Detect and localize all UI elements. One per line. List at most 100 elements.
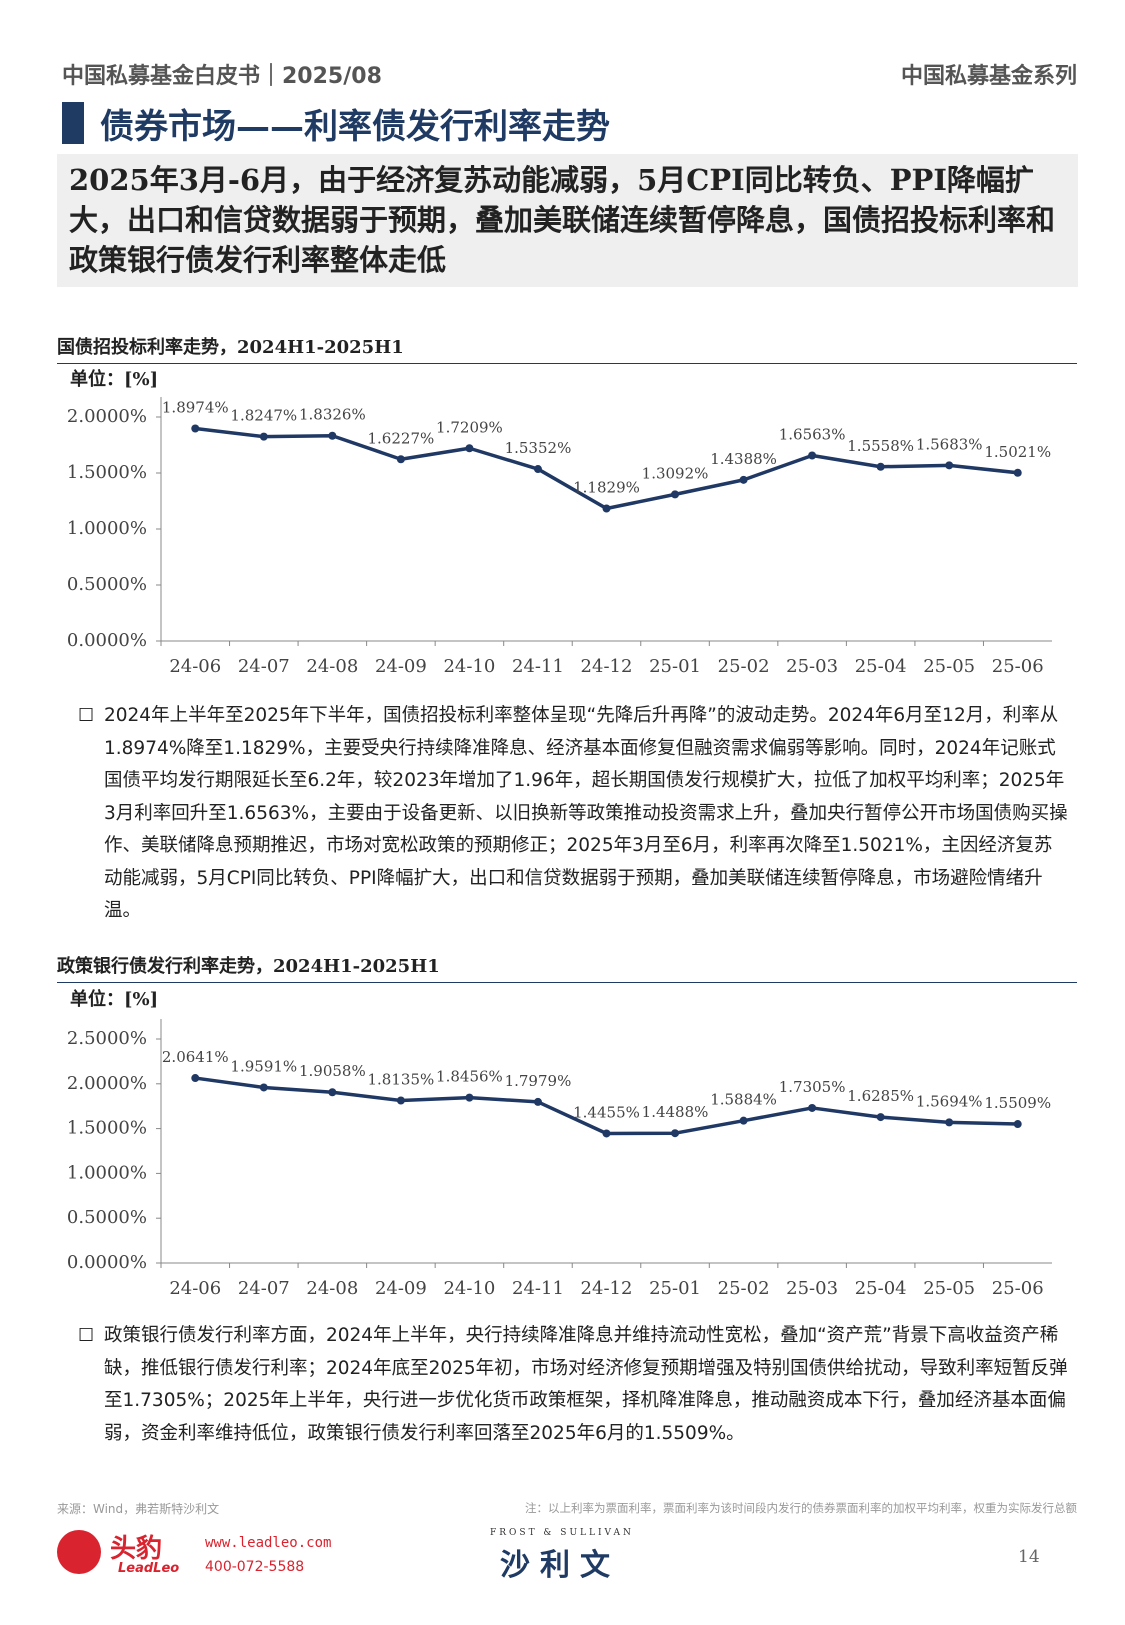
x-tick-label: 24-06 xyxy=(169,1278,221,1299)
title-bar xyxy=(62,102,84,144)
point xyxy=(191,1074,200,1083)
data-label: 2.0641% xyxy=(162,1048,229,1066)
data-label: 1.5694% xyxy=(916,1092,983,1110)
data-label: 1.6227% xyxy=(368,429,435,447)
point xyxy=(876,462,885,471)
logo: 头豹 xyxy=(110,1534,163,1564)
data-label: 1.8456% xyxy=(436,1068,503,1086)
data-label: 1.8326% xyxy=(299,406,366,424)
point xyxy=(396,1096,405,1105)
y-tick-label: 2.0000% xyxy=(67,406,147,427)
x-tick-label: 24-08 xyxy=(306,1278,358,1299)
bullet: ☐ xyxy=(78,1325,95,1346)
paragraph-text: 政策银行债发行利率方面，2024年上半年，央行持续降准降息并维持流动性宽松，叠加… xyxy=(104,1325,1068,1444)
point xyxy=(396,455,405,464)
x-tick-label: 25-04 xyxy=(855,1278,907,1299)
chart-unit: 单位：[%] xyxy=(70,369,159,390)
x-tick-label: 25-05 xyxy=(923,1278,975,1299)
data-label: 1.8247% xyxy=(230,407,297,425)
chart-title: 政策银行债发行利率走势，2024H1-2025H1 xyxy=(57,952,1077,983)
point xyxy=(465,1093,474,1102)
point xyxy=(533,465,542,474)
paragraph-text: 2024年上半年至2025年下半年，国债招投标利率整体呈现“先降后升再降”的波动… xyxy=(104,705,1068,921)
y-tick-label: 0.0000% xyxy=(67,630,147,651)
data-label: 1.8135% xyxy=(368,1071,435,1089)
x-tick-label: 25-04 xyxy=(855,656,907,677)
data-label: 1.7209% xyxy=(436,418,503,436)
y-tick-label: 0.0000% xyxy=(67,1252,147,1273)
point xyxy=(739,475,748,484)
x-tick-label: 24-10 xyxy=(443,1278,495,1299)
y-tick-label: 0.5000% xyxy=(67,574,147,595)
x-tick-label: 25-02 xyxy=(718,1278,770,1299)
x-tick-label: 24-09 xyxy=(375,656,427,677)
point xyxy=(259,1083,268,1092)
x-tick-label: 25-01 xyxy=(649,656,701,677)
data-label: 1.5558% xyxy=(847,437,914,455)
y-tick-label: 1.5000% xyxy=(67,1118,147,1139)
x-tick-label: 24-12 xyxy=(581,1278,633,1299)
point xyxy=(328,1088,337,1097)
data-label: 1.7979% xyxy=(505,1072,572,1090)
section: 债券市场——利率债发行利率走势 xyxy=(62,100,610,147)
point xyxy=(671,1129,680,1138)
point xyxy=(808,451,817,460)
data-label: 1.4388% xyxy=(710,450,777,468)
point xyxy=(1013,1120,1022,1129)
summary: 2025年3月-6月，由于经济复苏动能减弱，5月CPI同比转负、PPI降幅扩大，… xyxy=(57,154,1078,287)
point xyxy=(602,1129,611,1138)
note: 注：以上利率为票面利率，票面利率为该时间段内发行的债券票面利率的加权平均利率，权… xyxy=(525,1501,1077,1515)
data-label: 1.5683% xyxy=(916,435,983,453)
point xyxy=(876,1113,885,1122)
x-tick-label: 25-06 xyxy=(992,656,1044,677)
x-tick-label: 24-10 xyxy=(443,656,495,677)
y-tick-label: 2.5000% xyxy=(67,1028,147,1049)
header-right: 中国私募基金系列 xyxy=(900,64,1077,89)
x-tick-label: 24-09 xyxy=(375,1278,427,1299)
logo-icon xyxy=(57,1530,101,1574)
x-tick-label: 24-11 xyxy=(512,656,564,677)
point xyxy=(259,432,268,441)
x-tick-label: 24-12 xyxy=(581,656,633,677)
x-tick-label: 24-06 xyxy=(169,656,221,677)
data-label: 1.5021% xyxy=(984,443,1051,461)
point xyxy=(328,431,337,440)
x-tick-label: 25-01 xyxy=(649,1278,701,1299)
bullet: ☐ xyxy=(78,705,95,726)
point xyxy=(1013,468,1022,477)
logo-sub: LeadLeo xyxy=(118,1561,180,1576)
data-label: 1.7305% xyxy=(779,1078,846,1096)
data-label: 1.5884% xyxy=(710,1091,777,1109)
point xyxy=(945,461,954,470)
y-tick-label: 1.0000% xyxy=(67,518,147,539)
page-number: 14 xyxy=(1018,1547,1040,1567)
point xyxy=(945,1118,954,1127)
y-tick-label: 1.0000% xyxy=(67,1162,147,1183)
source: 来源：Wind，弗若斯特沙利文 xyxy=(57,1502,220,1516)
x-tick-label: 24-11 xyxy=(512,1278,564,1299)
brand-en: FROST & SULLIVAN xyxy=(490,1528,634,1538)
y-tick-label: 0.5000% xyxy=(67,1207,147,1228)
website: www.leadleo.com xyxy=(205,1535,332,1551)
x-tick-label: 24-08 xyxy=(306,656,358,677)
brand: 沙利文 xyxy=(500,1548,620,1583)
x-tick-label: 24-07 xyxy=(238,1278,290,1299)
x-tick-label: 24-07 xyxy=(238,656,290,677)
point xyxy=(533,1097,542,1106)
data-label: 1.6563% xyxy=(779,425,846,443)
y-tick-label: 2.0000% xyxy=(67,1073,147,1094)
point xyxy=(739,1116,748,1125)
data-label: 1.9591% xyxy=(230,1057,297,1075)
chart-unit: 单位：[%] xyxy=(70,989,159,1010)
paragraph: ☐ 2024年上半年至2025年下半年，国债招投标利率整体呈现“先降后升再降”的波… xyxy=(78,700,1068,928)
data-label: 1.4455% xyxy=(573,1103,640,1121)
data-label: 1.5509% xyxy=(984,1094,1051,1112)
data-label: 1.9058% xyxy=(299,1062,366,1080)
data-label: 1.4488% xyxy=(642,1103,709,1121)
paragraph: ☐ 政策银行债发行利率方面，2024年上半年，央行持续降准降息并维持流动性宽松，叠… xyxy=(78,1320,1068,1450)
section-title: 债券市场——利率债发行利率走势 xyxy=(100,106,610,147)
point xyxy=(808,1103,817,1112)
header-left: 中国私募基金白皮书｜2025/08 xyxy=(62,64,382,89)
